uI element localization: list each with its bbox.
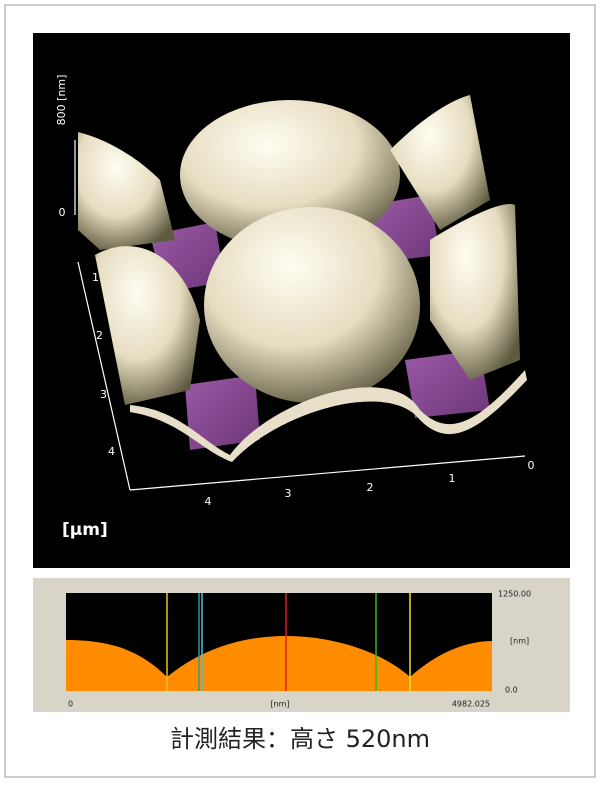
profile-cursors bbox=[166, 593, 411, 691]
x-tick-label: 4 bbox=[205, 495, 212, 508]
x-tick-label: 2 bbox=[367, 481, 374, 494]
x-start-label: 0 bbox=[68, 700, 73, 709]
frame bbox=[4, 4, 596, 778]
y-unit-label: [nm] bbox=[510, 637, 529, 646]
y-tick-label: 4 bbox=[108, 445, 115, 458]
z-axis-label: 800 [nm] bbox=[55, 75, 68, 126]
unit-label: [μm] bbox=[62, 520, 108, 540]
x-tick-label: 3 bbox=[285, 487, 292, 500]
surface-render bbox=[78, 95, 527, 462]
y-tick-label: 3 bbox=[100, 388, 107, 401]
x-end-label: 4982.025 bbox=[452, 700, 490, 709]
y-min-label: 0.0 bbox=[505, 686, 518, 695]
profile-area bbox=[66, 636, 492, 691]
x-tick-label: 1 bbox=[449, 472, 456, 485]
x-tick-label: 0 bbox=[528, 459, 535, 472]
y-max-label: 1250.00 bbox=[498, 590, 531, 599]
y-tick-label: 2 bbox=[96, 329, 103, 342]
x-unit-label: [nm] bbox=[270, 700, 289, 709]
caption: 計測結果：高さ 520nm bbox=[170, 725, 430, 753]
z-tick-label: 0 bbox=[59, 206, 66, 219]
y-tick-label: 1 bbox=[92, 271, 99, 284]
surface-axes bbox=[74, 140, 526, 491]
